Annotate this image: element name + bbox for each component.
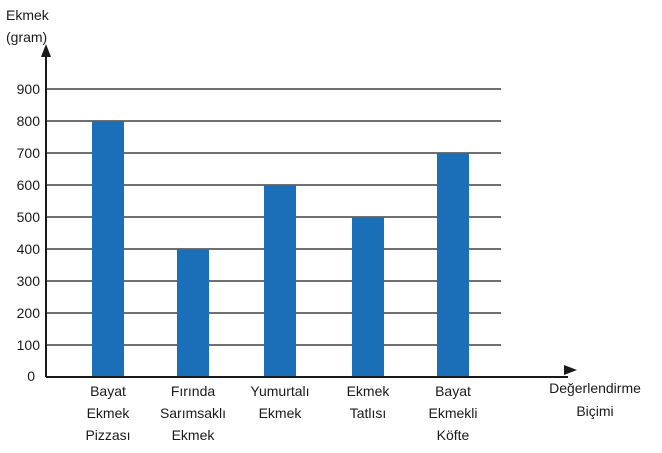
bar <box>264 185 296 377</box>
y-axis-arrow <box>41 44 51 57</box>
bar <box>437 153 469 377</box>
y-tick-label: 900 <box>17 81 41 97</box>
y-tick-label: 700 <box>17 145 41 161</box>
x-tick-label: Fırında Sarımsaklı Ekmek <box>160 383 226 443</box>
y-tick-label: 400 <box>17 241 41 257</box>
y-tick-label: 200 <box>17 305 41 321</box>
x-tick-label: Bayat Ekmek Pizzası <box>85 383 130 443</box>
x-tick-label: Ekmek Tatlısı <box>347 383 391 421</box>
y-tick-labels: 0 100 200 300 400 500 600 700 800 900 <box>17 81 41 384</box>
x-axis-label-line-2: Biçimi <box>576 403 613 419</box>
x-axis-label-line-1: Değerlendirme <box>549 380 641 396</box>
bar <box>177 249 209 377</box>
bars <box>92 121 469 377</box>
x-tick-label: Yumurtalı Ekmek <box>250 383 309 421</box>
x-tick-label: Bayat Ekmekli Köfte <box>428 383 477 443</box>
x-axis-arrow <box>564 365 577 375</box>
y-tick-label: 800 <box>17 113 41 129</box>
y-axis-label-line-1: Ekmek <box>6 7 50 23</box>
y-axis-label-line-2: (gram) <box>6 29 47 45</box>
bar <box>352 217 384 377</box>
y-tick-label: 500 <box>17 209 41 225</box>
x-tick-labels: Bayat Ekmek Pizzası Fırında Sarımsaklı Ekmek Y… <box>85 383 477 443</box>
y-tick-label: 0 <box>27 368 35 384</box>
axes <box>41 44 577 378</box>
y-tick-label: 100 <box>17 337 41 353</box>
bar <box>92 121 124 377</box>
y-tick-label: 300 <box>17 273 41 289</box>
y-tick-label: 600 <box>17 177 41 193</box>
